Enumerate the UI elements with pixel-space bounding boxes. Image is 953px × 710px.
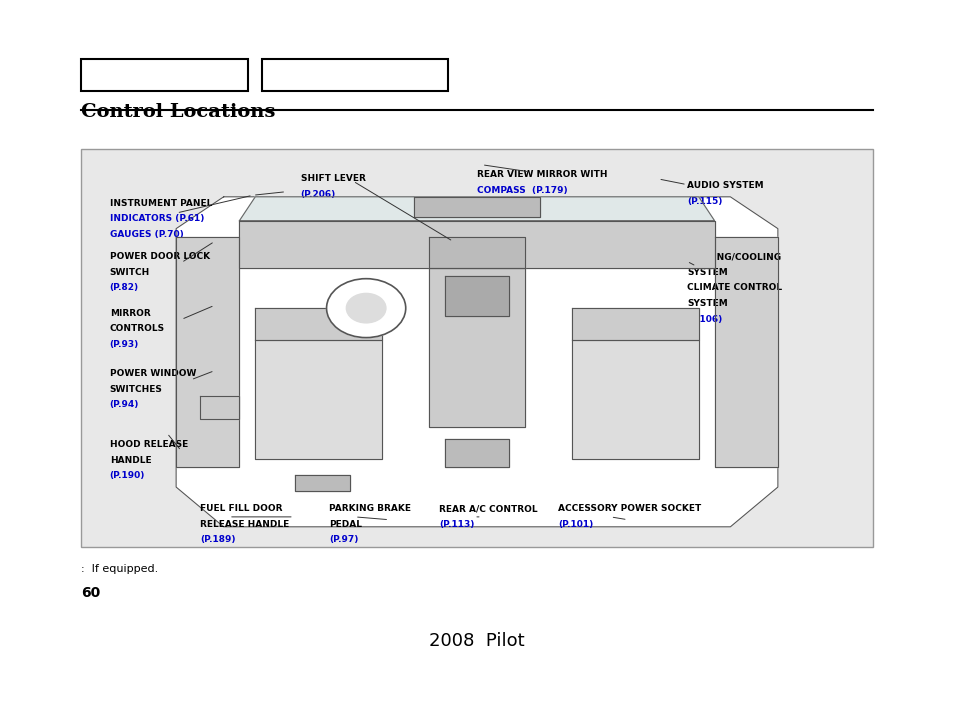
Polygon shape [572,340,698,459]
Text: (P.97): (P.97) [329,535,358,545]
Text: ACCESSORY POWER SOCKET: ACCESSORY POWER SOCKET [558,504,700,513]
Text: PEDAL: PEDAL [329,520,362,529]
Text: MIRROR: MIRROR [110,309,151,318]
Polygon shape [445,276,508,316]
Text: REAR A/C CONTROL: REAR A/C CONTROL [438,504,537,513]
Text: POWER DOOR LOCK: POWER DOOR LOCK [110,252,210,261]
Text: CONTROLS: CONTROLS [110,324,165,334]
Text: (P.94): (P.94) [110,400,139,410]
Text: RELEASE HANDLE: RELEASE HANDLE [200,520,290,529]
Text: SHIFT LEVER: SHIFT LEVER [300,174,365,183]
Polygon shape [445,439,508,467]
Text: 60: 60 [81,586,100,600]
Polygon shape [176,197,777,527]
Text: (P.206): (P.206) [300,190,335,199]
Polygon shape [239,197,714,221]
Text: :  If equipped.: : If equipped. [81,564,158,574]
Text: REAR VIEW MIRROR WITH: REAR VIEW MIRROR WITH [476,170,607,180]
Text: CLIMATE CONTROL: CLIMATE CONTROL [686,283,781,293]
Polygon shape [200,395,239,420]
Text: INDICATORS (P.61): INDICATORS (P.61) [110,214,204,224]
Text: PARKING BRAKE: PARKING BRAKE [329,504,411,513]
Polygon shape [572,308,698,340]
Text: (P.115): (P.115) [686,197,721,206]
Text: COMPASS  (P.179): COMPASS (P.179) [476,186,567,195]
Text: Control Locations: Control Locations [81,103,275,121]
Polygon shape [429,236,524,268]
Text: SYSTEM: SYSTEM [686,268,727,277]
Circle shape [346,293,386,323]
Polygon shape [255,308,381,340]
Text: (P.82): (P.82) [110,283,139,293]
Polygon shape [255,340,381,459]
Text: SYSTEM: SYSTEM [686,299,727,308]
Bar [262,59,448,91]
Text: SWITCHES: SWITCHES [110,385,162,394]
Text: INSTRUMENT PANEL: INSTRUMENT PANEL [110,199,212,208]
Text: (P.189): (P.189) [200,535,235,545]
Text: (P.106): (P.106) [686,315,721,324]
Text: HEATING/COOLING: HEATING/COOLING [686,252,781,261]
Polygon shape [239,221,714,268]
Text: (P.190): (P.190) [110,471,145,481]
Bar [81,149,872,547]
Polygon shape [414,197,539,217]
Bar [81,59,248,91]
Text: HANDLE: HANDLE [110,456,152,465]
Text: HOOD RELEASE: HOOD RELEASE [110,440,188,449]
Circle shape [326,278,405,337]
Text: (P.93): (P.93) [110,340,139,349]
Text: SWITCH: SWITCH [110,268,150,277]
Polygon shape [176,236,239,467]
Text: AUDIO SYSTEM: AUDIO SYSTEM [686,181,762,190]
Text: (P.113): (P.113) [438,520,474,529]
Text: FUEL FILL DOOR: FUEL FILL DOOR [200,504,282,513]
Text: POWER WINDOW: POWER WINDOW [110,369,196,378]
Polygon shape [714,236,777,467]
Text: GAUGES (P.70): GAUGES (P.70) [110,230,183,239]
Text: 2008  Pilot: 2008 Pilot [429,632,524,650]
Text: (P.101): (P.101) [558,520,593,529]
Polygon shape [429,268,524,427]
Polygon shape [294,475,350,491]
